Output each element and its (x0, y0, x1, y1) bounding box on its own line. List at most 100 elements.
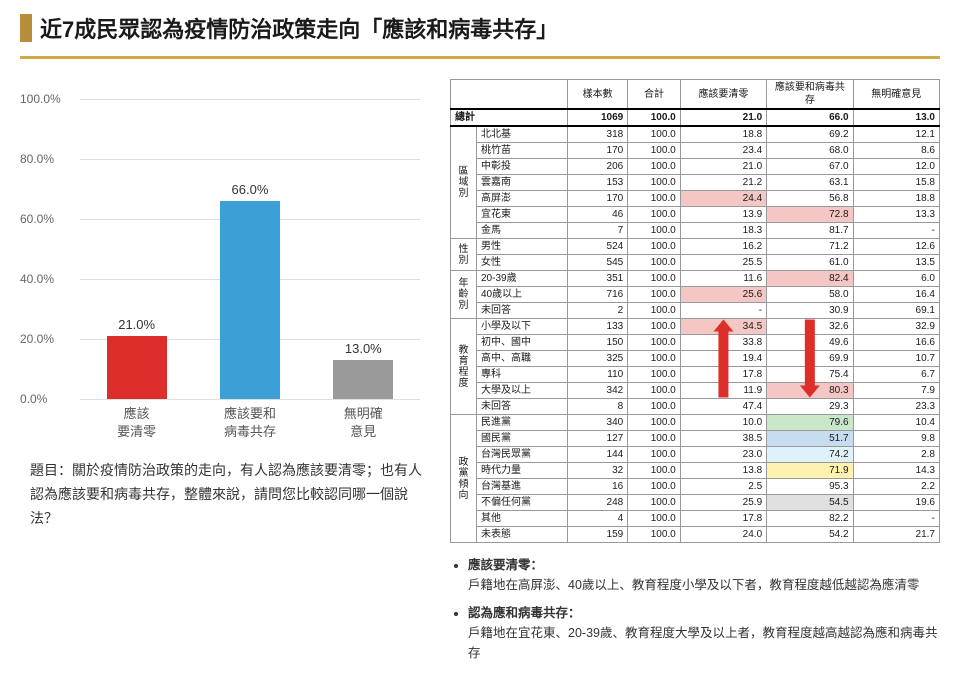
cell: 54.5 (767, 495, 853, 511)
y-tick: 80.0% (20, 152, 54, 166)
bullet-item: 應該要清零：戶籍地在高屏澎、40歲以上、教育程度小學及以下者，教育程度越低越認為… (468, 555, 940, 595)
total-label: 總計 (451, 109, 568, 126)
summary-bullets: 應該要清零：戶籍地在高屏澎、40歲以上、教育程度小學及以下者，教育程度越低越認為… (450, 555, 940, 663)
cell: 100.0 (628, 351, 681, 367)
cell: 100.0 (628, 335, 681, 351)
cell: 8 (568, 399, 628, 415)
grid-line (80, 399, 420, 400)
cell: 9.8 (853, 431, 939, 447)
table-row: 國民黨127100.038.551.79.8 (451, 431, 940, 447)
group-label: 區域別 (451, 126, 477, 239)
cell: - (853, 511, 939, 527)
cell: 1069 (568, 109, 628, 126)
cell: 95.3 (767, 479, 853, 495)
cell: 33.8 (680, 335, 766, 351)
cell: 100.0 (628, 511, 681, 527)
cell: 46 (568, 207, 628, 223)
row-label: 未回答 (477, 303, 568, 319)
cell: 110 (568, 367, 628, 383)
cell: 2 (568, 303, 628, 319)
cell: 7 (568, 223, 628, 239)
x-label: 無明確意見 (323, 405, 403, 441)
cell: 11.6 (680, 271, 766, 287)
gold-rule (20, 56, 940, 59)
table-row: 高中、高職325100.019.469.910.7 (451, 351, 940, 367)
group-label: 性別 (451, 239, 477, 271)
table-row: 金馬7100.018.381.7- (451, 223, 940, 239)
cell: 10.4 (853, 415, 939, 431)
cell: 100.0 (628, 367, 681, 383)
cell: 100.0 (628, 255, 681, 271)
cell: 12.0 (853, 159, 939, 175)
cell: 34.5 (680, 319, 766, 335)
row-label: 國民黨 (477, 431, 568, 447)
row-label: 女性 (477, 255, 568, 271)
cell: 16.6 (853, 335, 939, 351)
col-header: 樣本數 (568, 80, 628, 110)
cell: 21.2 (680, 175, 766, 191)
cell: 71.9 (767, 463, 853, 479)
bar-value: 21.0% (118, 317, 155, 332)
x-label: 應該要清零 (97, 405, 177, 441)
cell: 100.0 (628, 191, 681, 207)
table-row: 教育程度小學及以下133100.034.532.632.9 (451, 319, 940, 335)
cell: 18.8 (853, 191, 939, 207)
row-label: 未回答 (477, 399, 568, 415)
table-row: 40歲以上716100.025.658.016.4 (451, 287, 940, 303)
cell: 318 (568, 126, 628, 143)
cell: 25.6 (680, 287, 766, 303)
title-accent (20, 14, 32, 42)
cell: 100.0 (628, 463, 681, 479)
cell: 16.2 (680, 239, 766, 255)
row-label: 男性 (477, 239, 568, 255)
row-label: 20-39歲 (477, 271, 568, 287)
cell: 325 (568, 351, 628, 367)
row-label: 未表態 (477, 527, 568, 543)
table-row: 未表態159100.024.054.221.7 (451, 527, 940, 543)
row-label: 桃竹苗 (477, 143, 568, 159)
cell: 82.2 (767, 511, 853, 527)
cell: 30.9 (767, 303, 853, 319)
cell: 12.6 (853, 239, 939, 255)
cell: 342 (568, 383, 628, 399)
col-header: 應該要清零 (680, 80, 766, 110)
row-label: 民進黨 (477, 415, 568, 431)
table-row: 雲嘉南153100.021.263.115.8 (451, 175, 940, 191)
bullet-item: 認為應和病毒共存：戶籍地在宜花東、20-39歲、教育程度大學及以上者，教育程度越… (468, 603, 940, 663)
cell: 100.0 (628, 175, 681, 191)
y-tick: 40.0% (20, 272, 54, 286)
cell: 58.0 (767, 287, 853, 303)
row-label: 中彰投 (477, 159, 568, 175)
cell: 16 (568, 479, 628, 495)
cell: 100.0 (628, 159, 681, 175)
cell: 13.5 (853, 255, 939, 271)
col-header: 合計 (628, 80, 681, 110)
cell: 170 (568, 191, 628, 207)
cell: 25.5 (680, 255, 766, 271)
cell: 68.0 (767, 143, 853, 159)
table-row: 台灣民眾黨144100.023.074.22.8 (451, 447, 940, 463)
cell: 144 (568, 447, 628, 463)
row-label: 台灣民眾黨 (477, 447, 568, 463)
cell: 133 (568, 319, 628, 335)
cell: 71.2 (767, 239, 853, 255)
cell: 100.0 (628, 319, 681, 335)
cell: 6.7 (853, 367, 939, 383)
row-label: 雲嘉南 (477, 175, 568, 191)
cell: 32.9 (853, 319, 939, 335)
question-text: 題目：關於疫情防治政策的走向，有人認為應該要清零；也有人認為應該要和病毒共存，整… (20, 459, 440, 530)
cell: 13.3 (853, 207, 939, 223)
row-label: 小學及以下 (477, 319, 568, 335)
table-row: 政黨傾向民進黨340100.010.079.610.4 (451, 415, 940, 431)
bar-group: 13.0% (323, 341, 403, 399)
cell: 24.4 (680, 191, 766, 207)
content: 0.0%20.0%40.0%60.0%80.0%100.0%21.0%66.0%… (0, 69, 960, 671)
cell: 100.0 (628, 223, 681, 239)
bar-rect (107, 336, 167, 399)
table-row: 專科110100.017.875.46.7 (451, 367, 940, 383)
cell: 716 (568, 287, 628, 303)
cell: 66.0 (767, 109, 853, 126)
bullet-body: 戶籍地在宜花東、20-39歲、教育程度大學及以上者，教育程度越高越認為應和病毒共… (468, 626, 937, 660)
cell: 7.9 (853, 383, 939, 399)
bar-chart: 0.0%20.0%40.0%60.0%80.0%100.0%21.0%66.0%… (20, 89, 430, 449)
